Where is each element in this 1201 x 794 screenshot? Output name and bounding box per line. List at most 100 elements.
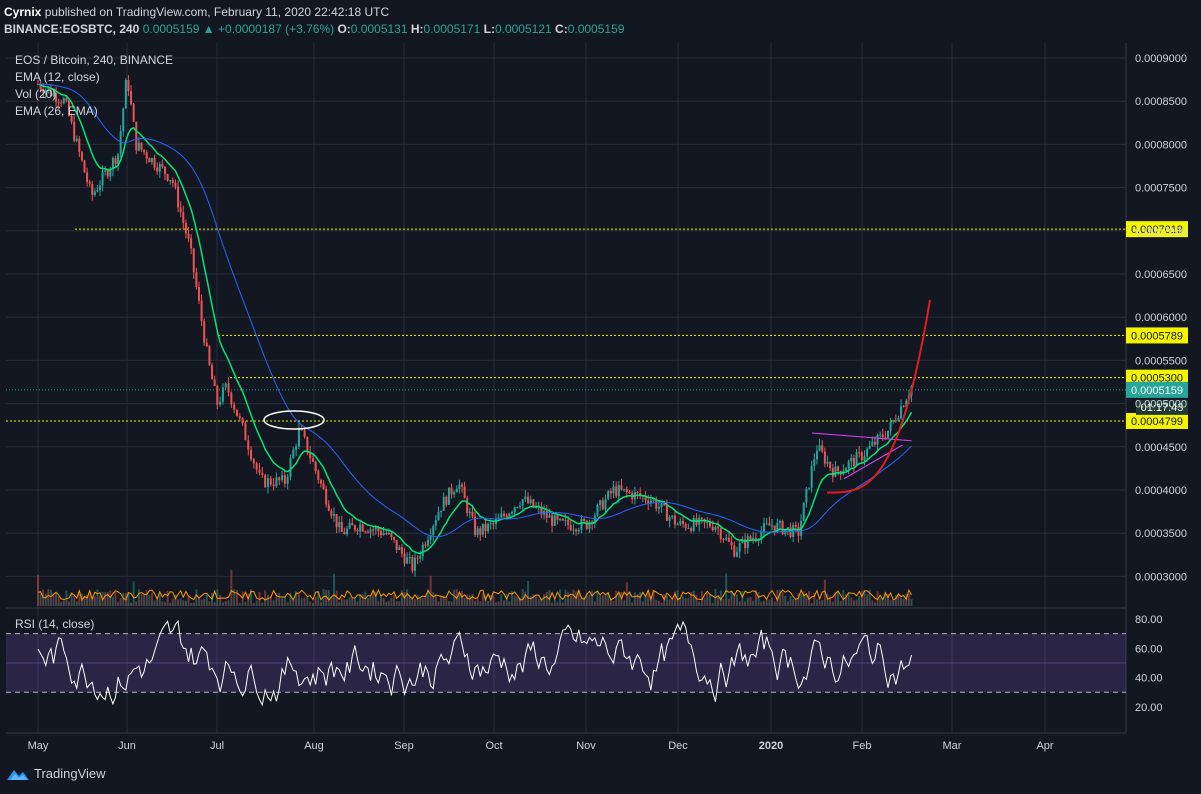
volume-bar: [442, 595, 445, 606]
volume-bar: [182, 600, 185, 606]
candle-body: [540, 506, 543, 515]
legend-ema2[interactable]: EMA (26, EMA): [15, 104, 98, 118]
volume-bar: [468, 595, 471, 606]
candle-body: [44, 90, 47, 94]
candle-body: [83, 160, 86, 173]
candle-body: [140, 142, 143, 150]
candle-body: [508, 513, 511, 518]
candle-body: [187, 233, 190, 239]
volume-bar: [272, 600, 275, 606]
candle-body: [238, 416, 241, 419]
volume-bar: [187, 596, 190, 606]
candle-body: [395, 539, 398, 550]
rsi-tick-label: 40.00: [1135, 673, 1163, 685]
time-axis: May Jun Jul Aug Sep Oct Nov Dec 2020 Feb Mar Apr: [28, 740, 1054, 752]
publisher-name[interactable]: Cyrnix: [4, 5, 42, 19]
volume-bar: [366, 598, 369, 606]
legend-ema[interactable]: EMA (12, close): [15, 70, 100, 84]
candle-body: [876, 434, 879, 445]
candle-body: [754, 538, 757, 541]
volume-bar: [453, 589, 456, 606]
volume-bar: [781, 592, 784, 606]
candle-body: [330, 510, 333, 516]
volume-bar: [604, 593, 607, 606]
candle-body: [306, 436, 309, 453]
volume-bar: [831, 601, 834, 606]
candle-body: [564, 519, 567, 521]
volume-bar: [70, 592, 73, 606]
volume-bar: [158, 593, 161, 606]
volume-bar: [117, 601, 120, 606]
candle-body: [419, 556, 422, 559]
candle-body: [863, 456, 866, 461]
candle-body: [361, 524, 364, 532]
candle-body: [403, 553, 406, 564]
candle-body: [406, 557, 409, 564]
candle-body: [322, 483, 325, 490]
volume-bar: [73, 596, 76, 606]
candle-body: [52, 93, 55, 96]
candle-body: [479, 528, 482, 535]
volume-bar: [385, 601, 388, 606]
candle-body: [474, 516, 477, 535]
volume-bar: [306, 597, 309, 606]
volume-bar: [863, 589, 866, 606]
candle-body: [671, 515, 674, 518]
candle-body: [343, 531, 346, 535]
volume-bar: [416, 594, 419, 606]
volume-bar: [297, 594, 300, 606]
candle-body: [211, 364, 214, 380]
volume-bar: [708, 594, 711, 606]
time-tick-label: Nov: [576, 740, 596, 752]
volume-bar: [837, 591, 840, 606]
candle-body: [445, 496, 448, 505]
volume-bar: [487, 600, 490, 606]
volume-bar: [532, 594, 535, 606]
volume-bar: [266, 594, 269, 606]
candle-body: [733, 545, 736, 557]
volume-bar: [447, 600, 450, 606]
candle-body: [164, 166, 167, 175]
volume-bar: [494, 602, 497, 606]
candle-body: [615, 486, 618, 497]
volume-bar: [252, 602, 255, 606]
volume-bar: [910, 598, 913, 606]
volume-bar: [741, 591, 744, 606]
volume-bar: [521, 589, 524, 606]
candle-body: [623, 488, 626, 490]
volume-bar: [760, 601, 763, 606]
candle-body: [111, 158, 114, 170]
candle-body: [434, 520, 437, 526]
volume-bar: [380, 596, 383, 606]
candle-body: [476, 528, 479, 535]
candle-body: [481, 523, 484, 535]
legend-title[interactable]: EOS / Bitcoin, 240, BINANCE: [15, 53, 174, 67]
symbol-label[interactable]: BINANCE:EOSBTC, 240: [4, 22, 140, 36]
candle-body: [377, 527, 380, 532]
legend-vol[interactable]: Vol (20): [15, 87, 57, 101]
candle-body: [771, 525, 774, 527]
candle-body: [171, 179, 174, 184]
candle-body: [166, 174, 169, 181]
volume-bar: [725, 573, 728, 606]
price-tick-label: 0.0006500: [1135, 269, 1187, 281]
candle-body: [551, 515, 554, 526]
candle-body: [735, 551, 738, 557]
volume-bar: [460, 590, 463, 606]
legend-rsi[interactable]: RSI (14, close): [15, 617, 95, 631]
candle-body: [303, 430, 306, 437]
volume-bar: [900, 597, 903, 606]
candle-body: [109, 169, 112, 177]
level-label-bg: [1126, 327, 1188, 344]
volume-bar: [327, 589, 330, 606]
tradingview-footer[interactable]: TradingView: [6, 766, 106, 781]
volume-bar: [145, 590, 148, 606]
volume-bar: [161, 601, 164, 606]
candle-body: [96, 190, 99, 192]
candle-body: [261, 472, 264, 476]
volume-bar: [255, 600, 258, 606]
candle-body: [132, 104, 135, 122]
volume-bar: [359, 593, 362, 606]
candle-body: [145, 152, 148, 159]
